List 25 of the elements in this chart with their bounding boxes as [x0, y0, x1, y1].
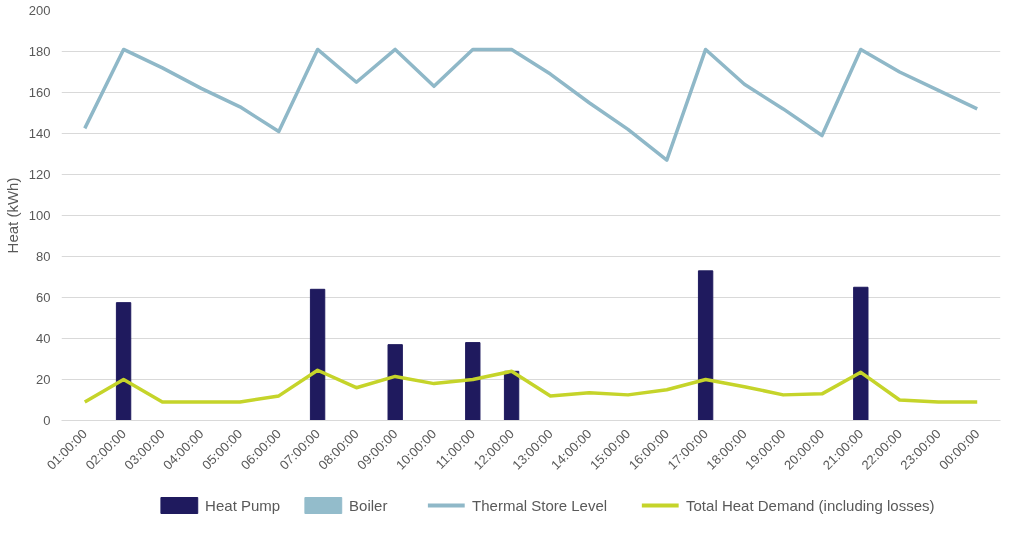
y-tick-label: 40 [36, 331, 51, 346]
bar [697, 270, 714, 421]
legend-label: Heat Pump [205, 497, 281, 514]
y-tick-label: 180 [28, 44, 51, 59]
legend-label: Thermal Store Level [472, 497, 608, 514]
y-tick-label: 20 [36, 372, 51, 387]
y-tick-label: 200 [28, 3, 51, 18]
y-tick-label: 80 [36, 249, 51, 264]
bar [309, 288, 326, 421]
bar [503, 370, 520, 421]
y-tick-label: 120 [28, 167, 51, 182]
y-axis-title: Heat (kWh) [3, 177, 21, 254]
bar [115, 302, 132, 421]
bar [387, 344, 403, 421]
legend-label: Total Heat Demand (including losses) [686, 497, 935, 514]
y-tick-label: 100 [28, 208, 51, 223]
y-tick-label: 140 [28, 126, 51, 141]
bar [465, 342, 481, 421]
legend-label: Boiler [349, 497, 388, 514]
line-series [83, 47, 979, 162]
bar [853, 286, 869, 421]
y-tick-label: 0 [43, 413, 51, 428]
y-tick-label: 160 [28, 85, 51, 100]
line-series [83, 368, 979, 404]
y-tick-label: 60 [36, 290, 51, 305]
